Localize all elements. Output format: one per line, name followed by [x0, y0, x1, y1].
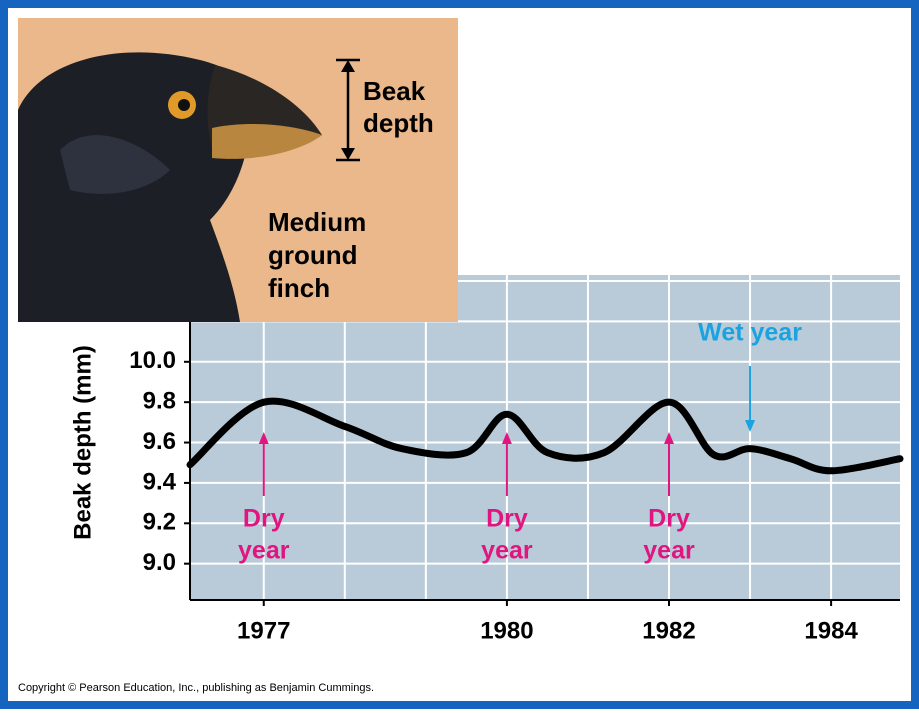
annotation: Dry — [243, 505, 285, 533]
data-line — [186, 397, 904, 475]
annotation-arrowhead — [501, 432, 512, 444]
bird-feathers — [60, 135, 170, 194]
annotation-arrowhead — [664, 432, 675, 444]
y-tick-label: 9.8 — [143, 388, 176, 415]
y-tick-label: 9.4 — [143, 468, 177, 495]
beak-label: depth — [363, 108, 434, 138]
annotation: Dry — [486, 505, 528, 533]
bird-label: Medium — [268, 207, 366, 237]
annotation: year — [481, 537, 533, 565]
pupil — [178, 99, 190, 111]
x-tick-label: 1984 — [804, 617, 858, 644]
annotation: year — [643, 537, 695, 565]
bird-label: finch — [268, 273, 330, 303]
annotation: year — [238, 537, 290, 565]
plot: 9.0 9.2 9.4 9.6 9.8 10.0 1977 1980 1982 1984 Beak … — [69, 275, 904, 644]
illustration: Beak depth Medium ground finch — [18, 18, 458, 322]
y-axis-label: Beak depth (mm) — [69, 345, 96, 540]
y-tick-label: 9.2 — [143, 509, 176, 536]
y-tick-label: 9.0 — [143, 549, 176, 576]
beak-lower — [212, 124, 322, 159]
y-tick-label: 10.0 — [129, 347, 176, 374]
y-tick-label: 9.6 — [143, 428, 176, 455]
x-tick-label: 1982 — [642, 617, 695, 644]
plot-background — [190, 275, 900, 600]
annotation: Dry — [648, 505, 690, 533]
annotation: Wet year — [698, 319, 802, 347]
annotation-arrowhead — [258, 432, 269, 444]
annotation-arrowhead — [745, 420, 756, 432]
copyright: Copyright © Pearson Education, Inc., pub… — [18, 682, 374, 694]
bird-label: ground — [268, 240, 358, 270]
x-tick-label: 1980 — [480, 617, 533, 644]
x-tick-label: 1977 — [237, 617, 290, 644]
beak-label: Beak — [363, 76, 426, 106]
beak-depth-arrows — [341, 60, 355, 160]
